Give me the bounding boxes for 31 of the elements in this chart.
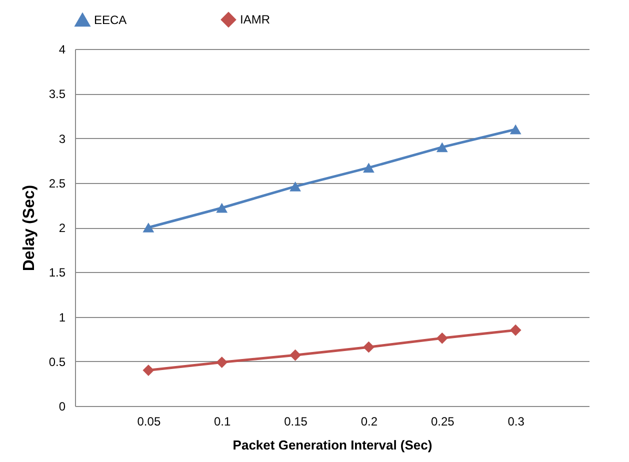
- point: [290, 349, 301, 361]
- y-tick-label: 1.5: [48, 266, 66, 280]
- x-tick-label: 0.15: [284, 414, 308, 428]
- point: [363, 162, 374, 173]
- x-tick-label: 0.2: [360, 414, 378, 428]
- point: [290, 182, 301, 192]
- point: [436, 332, 448, 344]
- x-tick-label: 0.3: [508, 414, 525, 428]
- y-tick-label: 2: [58, 221, 66, 235]
- y-tick-label: 0: [58, 400, 66, 414]
- point: [510, 324, 522, 336]
- legend-label: EECA: [94, 13, 127, 28]
- x-tick-label: 0.05: [137, 414, 161, 428]
- x-tick-label: 0.25: [430, 414, 455, 428]
- y-tick-label: 0.5: [48, 354, 66, 369]
- x-tick-label: 0.1: [214, 414, 232, 428]
- y-tick-label: 3: [58, 132, 66, 146]
- y-tick-label: 2.5: [48, 176, 66, 190]
- legend-label: IAMR: [240, 12, 270, 27]
- y-tick-label: 3.5: [48, 87, 66, 102]
- point: [216, 356, 228, 368]
- point: [142, 222, 154, 232]
- point: [363, 341, 374, 353]
- y-tick-label: 1: [58, 310, 66, 324]
- point: [510, 124, 522, 134]
- y-axis-title: Delay (Sec): [20, 184, 38, 272]
- point: [142, 364, 154, 376]
- point: [436, 142, 448, 152]
- y-tick-label: 4: [58, 42, 66, 56]
- point: [216, 202, 228, 213]
- x-axis-title: Packet Generation Interval (Sec): [232, 438, 432, 452]
